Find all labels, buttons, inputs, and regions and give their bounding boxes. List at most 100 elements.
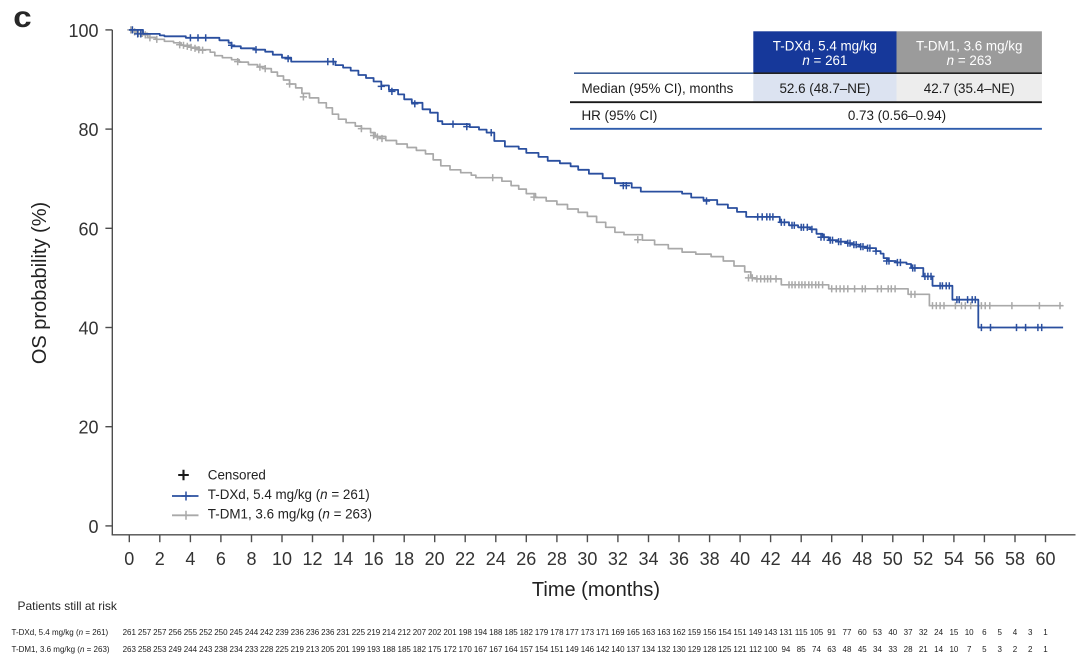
svg-text:33: 33 bbox=[888, 645, 897, 654]
svg-text:185: 185 bbox=[398, 645, 412, 654]
svg-text:0: 0 bbox=[88, 517, 98, 537]
svg-text:5: 5 bbox=[982, 645, 987, 654]
svg-text:244: 244 bbox=[184, 645, 198, 654]
svg-text:T-DM1, 3.6 mg/kg: T-DM1, 3.6 mg/kg bbox=[916, 38, 1022, 53]
svg-text:257: 257 bbox=[153, 628, 167, 637]
svg-text:42.7 (35.4–NE): 42.7 (35.4–NE) bbox=[924, 81, 1015, 96]
svg-text:243: 243 bbox=[199, 645, 213, 654]
svg-text:255: 255 bbox=[184, 628, 198, 637]
svg-text:7: 7 bbox=[967, 645, 972, 654]
svg-text:236: 236 bbox=[291, 628, 305, 637]
svg-text:4: 4 bbox=[185, 549, 195, 569]
svg-text:149: 149 bbox=[749, 628, 763, 637]
svg-text:1: 1 bbox=[1043, 645, 1048, 654]
svg-text:212: 212 bbox=[398, 628, 412, 637]
svg-text:105: 105 bbox=[810, 628, 824, 637]
svg-text:142: 142 bbox=[596, 645, 610, 654]
svg-text:198: 198 bbox=[459, 628, 473, 637]
svg-text:134: 134 bbox=[642, 645, 656, 654]
svg-text:182: 182 bbox=[413, 645, 427, 654]
svg-text:214: 214 bbox=[382, 628, 396, 637]
svg-text:263: 263 bbox=[123, 645, 137, 654]
svg-text:85: 85 bbox=[797, 645, 806, 654]
svg-text:n = 261: n = 261 bbox=[802, 53, 847, 68]
svg-text:24: 24 bbox=[486, 549, 506, 569]
svg-text:0: 0 bbox=[124, 549, 134, 569]
svg-text:T-DM1, 3.6 mg/kg (n = 263): T-DM1, 3.6 mg/kg (n = 263) bbox=[12, 645, 110, 654]
svg-text:15: 15 bbox=[949, 628, 958, 637]
svg-text:115: 115 bbox=[795, 628, 808, 637]
svg-text:24: 24 bbox=[934, 628, 943, 637]
svg-text:48: 48 bbox=[852, 549, 872, 569]
svg-text:5: 5 bbox=[997, 628, 1002, 637]
svg-text:Censored: Censored bbox=[208, 468, 266, 483]
svg-text:261: 261 bbox=[123, 628, 137, 637]
svg-text:2: 2 bbox=[1013, 645, 1018, 654]
svg-text:HR (95% CI): HR (95% CI) bbox=[582, 108, 658, 123]
svg-text:165: 165 bbox=[627, 628, 641, 637]
svg-text:244: 244 bbox=[245, 628, 259, 637]
svg-text:56: 56 bbox=[974, 549, 994, 569]
svg-text:151: 151 bbox=[733, 628, 747, 637]
svg-text:194: 194 bbox=[474, 628, 488, 637]
svg-text:143: 143 bbox=[764, 628, 778, 637]
svg-text:207: 207 bbox=[413, 628, 427, 637]
svg-text:63: 63 bbox=[827, 645, 836, 654]
svg-text:94: 94 bbox=[781, 645, 790, 654]
svg-text:252: 252 bbox=[199, 628, 213, 637]
svg-text:0.73 (0.56–0.94): 0.73 (0.56–0.94) bbox=[848, 108, 946, 123]
svg-text:205: 205 bbox=[321, 645, 335, 654]
svg-text:137: 137 bbox=[627, 645, 641, 654]
svg-text:228: 228 bbox=[260, 645, 274, 654]
svg-text:128: 128 bbox=[703, 645, 717, 654]
svg-text:163: 163 bbox=[657, 628, 671, 637]
svg-text:3: 3 bbox=[1028, 628, 1033, 637]
svg-text:48: 48 bbox=[843, 645, 852, 654]
svg-text:219: 219 bbox=[291, 645, 305, 654]
svg-text:52: 52 bbox=[913, 549, 933, 569]
svg-text:121: 121 bbox=[733, 645, 747, 654]
svg-text:52.6 (48.7–NE): 52.6 (48.7–NE) bbox=[779, 81, 870, 96]
svg-text:199: 199 bbox=[352, 645, 366, 654]
svg-text:34: 34 bbox=[638, 549, 658, 569]
svg-text:36: 36 bbox=[669, 549, 689, 569]
svg-text:54: 54 bbox=[944, 549, 964, 569]
svg-text:162: 162 bbox=[672, 628, 686, 637]
svg-text:132: 132 bbox=[657, 645, 671, 654]
svg-text:16: 16 bbox=[364, 549, 384, 569]
svg-text:169: 169 bbox=[611, 628, 625, 637]
svg-text:40: 40 bbox=[888, 628, 897, 637]
svg-text:40: 40 bbox=[78, 319, 98, 339]
svg-text:3: 3 bbox=[997, 645, 1002, 654]
svg-text:20: 20 bbox=[78, 418, 98, 438]
svg-text:185: 185 bbox=[504, 628, 518, 637]
svg-text:100: 100 bbox=[68, 21, 98, 41]
svg-text:177: 177 bbox=[565, 628, 579, 637]
svg-text:n = 263: n = 263 bbox=[947, 53, 992, 68]
svg-text:239: 239 bbox=[275, 628, 289, 637]
svg-text:236: 236 bbox=[321, 628, 335, 637]
svg-text:130: 130 bbox=[672, 645, 686, 654]
svg-text:256: 256 bbox=[168, 628, 182, 637]
svg-text:163: 163 bbox=[642, 628, 656, 637]
svg-text:225: 225 bbox=[352, 628, 366, 637]
svg-text:40: 40 bbox=[730, 549, 750, 569]
svg-text:Time (months): Time (months) bbox=[532, 579, 660, 601]
svg-text:1: 1 bbox=[1043, 628, 1048, 637]
svg-text:154: 154 bbox=[535, 645, 549, 654]
svg-text:Patients still at risk: Patients still at risk bbox=[18, 599, 118, 613]
svg-text:202: 202 bbox=[428, 628, 442, 637]
svg-text:Median (95% CI), months: Median (95% CI), months bbox=[582, 81, 734, 96]
svg-text:OS probability (%): OS probability (%) bbox=[29, 202, 51, 364]
svg-text:74: 74 bbox=[812, 645, 821, 654]
svg-text:231: 231 bbox=[336, 628, 350, 637]
svg-text:249: 249 bbox=[168, 645, 182, 654]
svg-text:193: 193 bbox=[367, 645, 381, 654]
svg-text:112: 112 bbox=[749, 645, 762, 654]
svg-text:60: 60 bbox=[78, 219, 98, 239]
svg-text:60: 60 bbox=[1035, 549, 1055, 569]
svg-text:242: 242 bbox=[260, 628, 274, 637]
svg-text:225: 225 bbox=[275, 645, 289, 654]
svg-text:170: 170 bbox=[459, 645, 473, 654]
svg-text:233: 233 bbox=[245, 645, 259, 654]
